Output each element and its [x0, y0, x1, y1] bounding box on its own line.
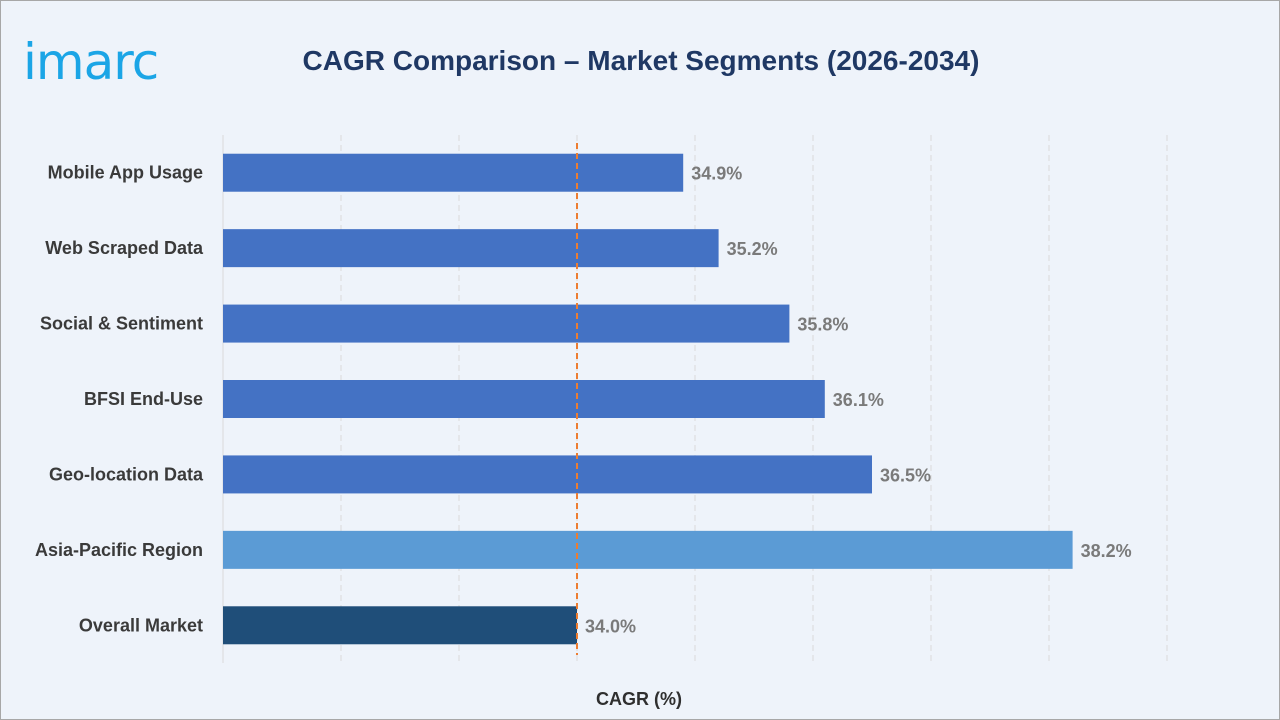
x-axis-title: CAGR (%): [596, 689, 682, 709]
data-label: 35.2%: [727, 239, 778, 259]
category-labels: Mobile App Usage Web Scraped Data Social &…: [35, 163, 204, 636]
category-label: Geo-location Data: [49, 464, 204, 484]
data-label: 36.5%: [880, 465, 931, 485]
chart-title: CAGR Comparison – Market Segments (2026-…: [302, 45, 980, 76]
category-label: Asia-Pacific Region: [35, 540, 203, 560]
data-label: 35.8%: [797, 315, 848, 335]
category-label: Web Scraped Data: [45, 238, 204, 258]
imarc-logo: imarc: [23, 33, 159, 91]
category-label: Overall Market: [79, 615, 203, 635]
bars: [223, 153, 1073, 645]
category-label: Social & Sentiment: [40, 314, 203, 334]
category-label: BFSI End-Use: [84, 389, 203, 409]
data-label: 34.9%: [691, 164, 742, 184]
bar-asia-pacific-region: [223, 530, 1073, 569]
bar-overall-market: [223, 606, 577, 645]
data-label: 34.0%: [585, 616, 636, 636]
bar-web-scraped-data: [223, 229, 719, 268]
data-label: 38.2%: [1081, 541, 1132, 561]
bar-geo-location-data: [223, 455, 872, 494]
data-labels: 34.9% 35.2% 35.8% 36.1% 36.5% 38.2% 34.0%: [585, 164, 1132, 637]
data-label: 36.1%: [833, 390, 884, 410]
bar-bfsi-end-use: [223, 380, 825, 418]
bar-mobile-app-usage: [223, 153, 684, 192]
category-label: Mobile App Usage: [48, 163, 203, 183]
bar-social-sentiment: [223, 304, 790, 343]
